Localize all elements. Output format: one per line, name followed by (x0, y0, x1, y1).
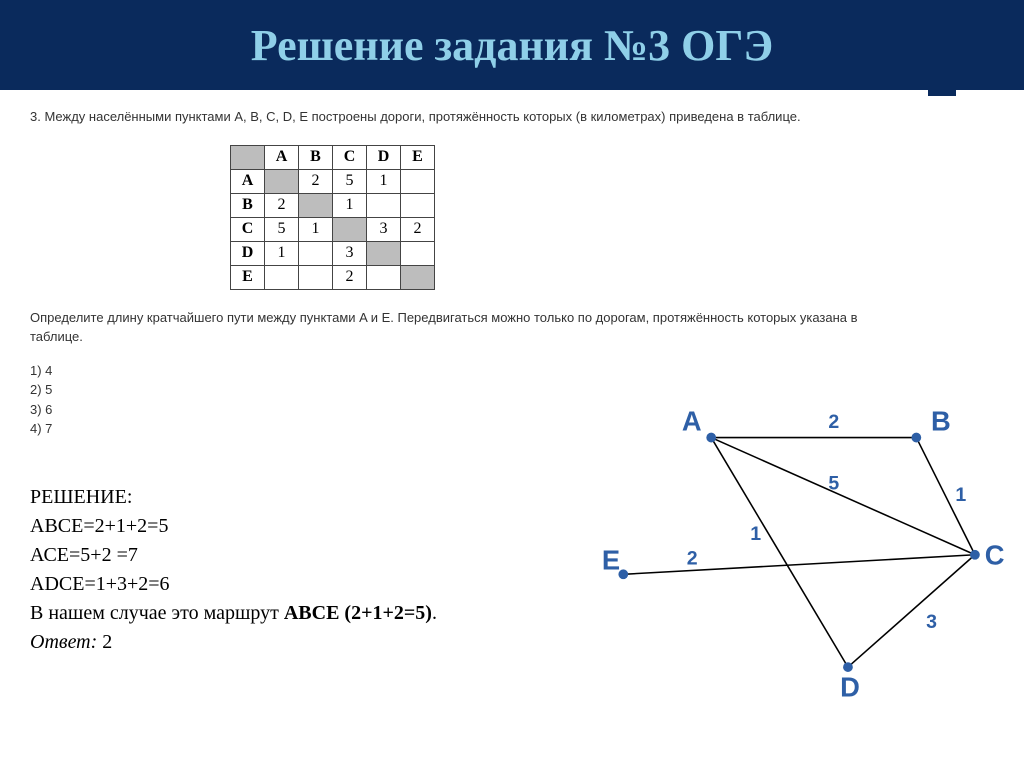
svg-text:D: D (840, 671, 860, 702)
solution-line: АDСЕ=1+3+2=6 (30, 570, 550, 599)
svg-text:1: 1 (750, 523, 761, 545)
solution-block: РЕШЕНИЕ: АВСЕ=2+1+2=5АСЕ=5+2 =7АDСЕ=1+3+… (30, 483, 550, 657)
decorative-corner-squares (864, 0, 1024, 120)
solution-conclusion: В нашем случае это маршрут АВСЕ (2+1+2=5… (30, 599, 550, 628)
svg-text:5: 5 (828, 472, 839, 494)
svg-text:A: A (682, 406, 702, 437)
solution-line: АСЕ=5+2 =7 (30, 541, 550, 570)
solution-lines: АВСЕ=2+1+2=5АСЕ=5+2 =7АDСЕ=1+3+2=6 (30, 512, 550, 599)
problem-intro: 3. Между населёнными пунктами A, B, C, D… (30, 108, 890, 127)
answer-option: 1) 4 (30, 361, 994, 381)
svg-text:2: 2 (828, 411, 839, 433)
solution-line: АВСЕ=2+1+2=5 (30, 512, 550, 541)
svg-text:C: C (985, 540, 1005, 571)
distance-table: ABCDEA251B21C5132D13E2 (230, 145, 435, 290)
svg-text:1: 1 (955, 484, 966, 506)
graph-diagram: 2 5 1 1 3 2 A B C D E (594, 380, 1014, 710)
solution-answer: Ответ: 2 (30, 628, 550, 657)
solution-heading: РЕШЕНИЕ: (30, 483, 550, 512)
svg-text:2: 2 (687, 548, 698, 570)
svg-text:B: B (931, 406, 951, 437)
problem-question: Определите длину кратчайшего пути между … (30, 308, 890, 347)
svg-text:E: E (602, 544, 620, 575)
slide-title: Решение задания №3 ОГЭ (251, 20, 773, 71)
distance-table-wrap: ABCDEA251B21C5132D13E2 (230, 145, 994, 290)
svg-text:3: 3 (926, 611, 937, 633)
